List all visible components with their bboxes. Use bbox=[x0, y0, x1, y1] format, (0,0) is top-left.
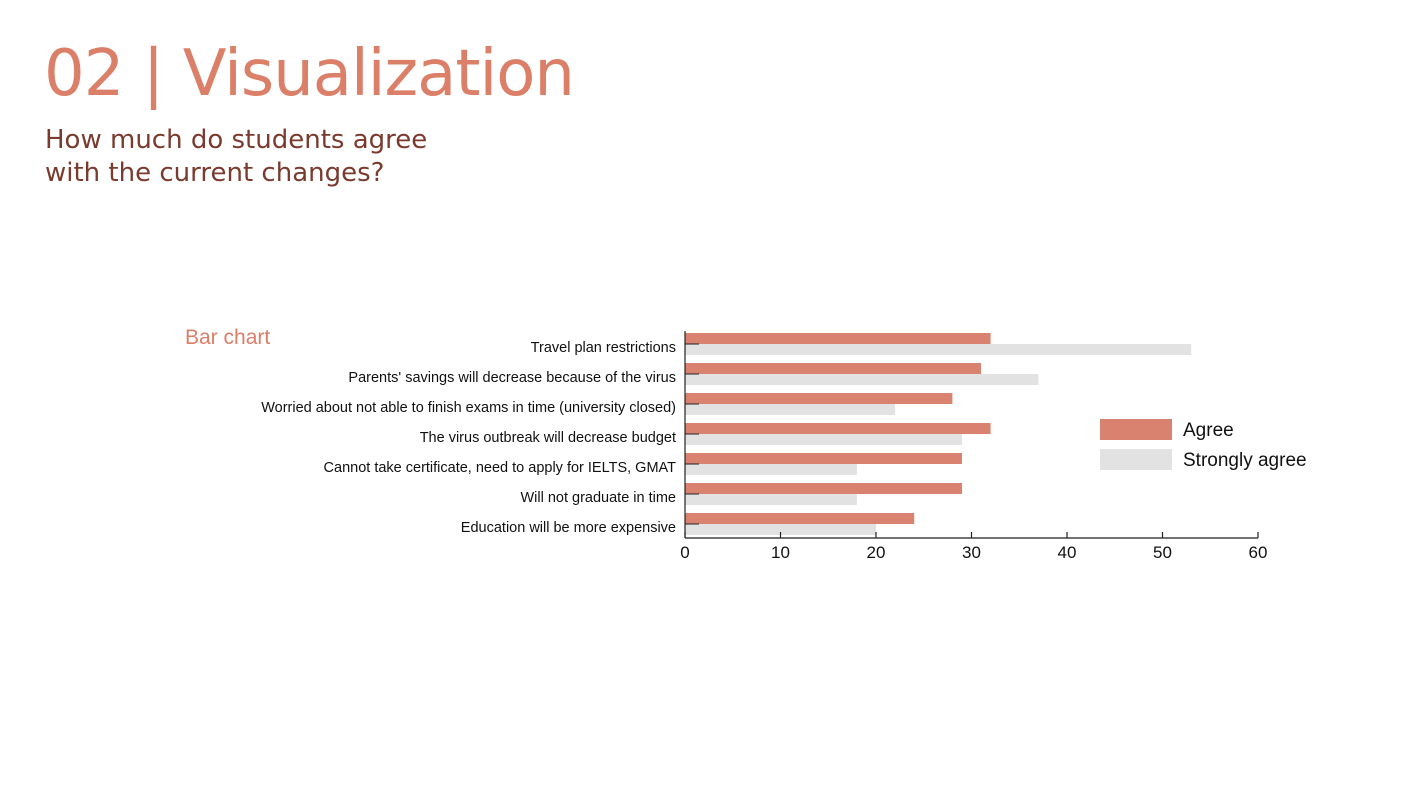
category-label: Education will be more expensive bbox=[461, 520, 676, 536]
legend-label-agree: Agree bbox=[1183, 420, 1234, 441]
x-tick-label: 50 bbox=[1153, 543, 1172, 562]
bar-agree bbox=[685, 453, 962, 464]
bar-agree bbox=[685, 423, 991, 434]
bar-agree bbox=[685, 513, 915, 524]
category-label: The virus outbreak will decrease budget bbox=[420, 430, 676, 446]
bar-agree bbox=[685, 333, 991, 344]
legend-swatch-strongly-agree bbox=[1100, 449, 1172, 470]
page-subtitle: How much do students agree with the curr… bbox=[45, 125, 428, 188]
bar-strongly-agree bbox=[685, 404, 896, 415]
chart-caption: Bar chart bbox=[185, 326, 271, 349]
category-label: Parents' savings will decrease because o… bbox=[348, 370, 676, 386]
category-label: Worried about not able to finish exams i… bbox=[261, 400, 676, 416]
bar-strongly-agree bbox=[685, 464, 857, 475]
bar-strongly-agree bbox=[685, 494, 857, 505]
category-label: Will not graduate in time bbox=[520, 490, 676, 506]
bar-strongly-agree bbox=[685, 374, 1039, 385]
x-tick-label: 40 bbox=[1058, 543, 1077, 562]
bar-agree bbox=[685, 363, 982, 374]
x-tick-label: 10 bbox=[771, 543, 790, 562]
x-tick-label: 0 bbox=[680, 543, 689, 562]
bar-strongly-agree bbox=[685, 344, 1192, 355]
category-label: Travel plan restrictions bbox=[531, 340, 676, 356]
category-label: Cannot take certificate, need to apply f… bbox=[324, 460, 677, 476]
bar-agree bbox=[685, 393, 953, 404]
page-title: 02 | Visualization bbox=[44, 37, 575, 111]
x-tick-label: 30 bbox=[962, 543, 981, 562]
legend-label-strongly-agree: Strongly agree bbox=[1183, 450, 1307, 471]
bar-strongly-agree bbox=[685, 434, 962, 445]
bar-strongly-agree bbox=[685, 524, 876, 535]
x-tick-label: 60 bbox=[1249, 543, 1268, 562]
x-tick-label: 20 bbox=[867, 543, 886, 562]
bar-agree bbox=[685, 483, 962, 494]
legend-swatch-agree bbox=[1100, 419, 1172, 440]
